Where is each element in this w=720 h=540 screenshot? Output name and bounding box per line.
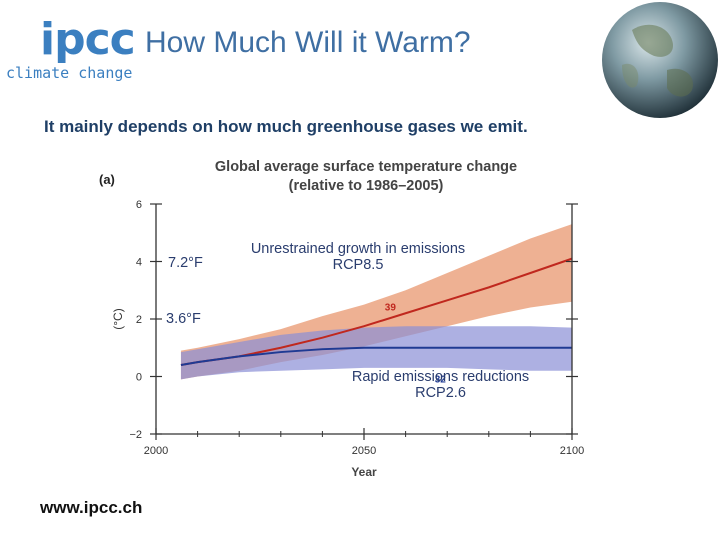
high-scenario-line2: RCP8.5 [332, 257, 384, 273]
high-scenario-line1: Unrestrained growth in emissions [250, 241, 466, 257]
temperature-chart: (a) Global average surface temperature ch… [96, 152, 594, 482]
x-tick-label: 2100 [560, 445, 584, 457]
y-tick-label: 2 [136, 314, 142, 326]
chart-title: Global average surface temperature chang… [215, 159, 517, 175]
low-scenario-label: Rapid emissions reductions RCP2.6 [333, 369, 548, 401]
x-axis-label: Year [351, 465, 377, 479]
series-line-rcp2.6 [180, 346, 572, 366]
model-count-label-rcp26: 32 [435, 374, 447, 385]
footer-url[interactable]: www.ipcc.ch [40, 498, 143, 517]
logo-subtext: climate change [6, 64, 133, 82]
x-tick-label: 2050 [352, 445, 376, 457]
y-tick-label: −2 [129, 429, 142, 441]
low-scenario-line1: Rapid emissions reductions [351, 369, 530, 385]
y-tick-label: 4 [136, 257, 142, 269]
slide-subtitle: It mainly depends on how much greenhouse… [44, 117, 528, 136]
chart-canvas: (a) Global average surface temperature ch… [99, 159, 584, 479]
y-axis-label: (°C) [111, 308, 125, 329]
logo-text: ipcc [40, 14, 136, 65]
chart-subtitle: (relative to 1986–2005) [289, 178, 444, 194]
uncertainty-band-rcp2.6 [180, 326, 572, 380]
high-scenario-label: Unrestrained growth in emissions RCP8.5 [238, 241, 478, 273]
low-scenario-line2: RCP2.6 [415, 385, 466, 401]
low-temp-annotation: 3.6°F [166, 311, 201, 327]
model-count-label-rcp85: 39 [385, 302, 397, 313]
globe-icon [602, 2, 718, 118]
y-tick-label: 0 [136, 372, 142, 384]
page-title: How Much Will it Warm? [145, 26, 471, 59]
high-temp-annotation: 7.2°F [168, 255, 203, 271]
x-tick-label: 2000 [144, 445, 168, 457]
chart-panel-label: (a) [99, 172, 115, 187]
y-tick-label: 6 [136, 199, 142, 211]
